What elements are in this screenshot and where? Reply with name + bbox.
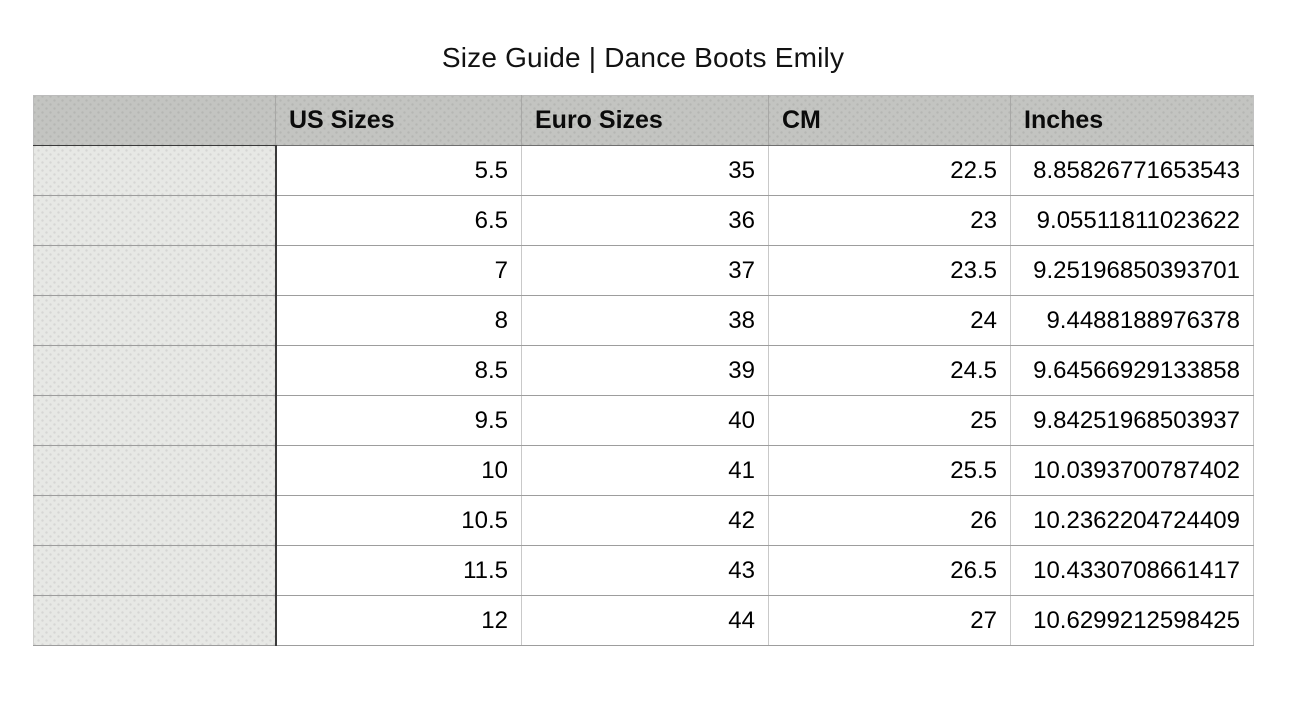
row-label-cell	[33, 445, 277, 496]
us-size-cell: 7	[275, 245, 522, 296]
euro-size-cell: 40	[521, 395, 769, 446]
us-size-cell: 10.5	[275, 495, 522, 546]
table-row: 10.5 42 26 10.2362204724409	[33, 495, 1254, 546]
cm-cell: 25	[768, 395, 1011, 446]
cm-cell: 26.5	[768, 545, 1011, 596]
euro-size-cell: 36	[521, 195, 769, 246]
inches-cell: 9.4488188976378	[1010, 295, 1254, 346]
inches-cell: 10.0393700787402	[1010, 445, 1254, 496]
inches-cell: 10.4330708661417	[1010, 545, 1254, 596]
euro-size-cell: 37	[521, 245, 769, 296]
cm-cell: 25.5	[768, 445, 1011, 496]
inches-cell: 9.05511811023622	[1010, 195, 1254, 246]
size-guide-table: US Sizes Euro Sizes CM Inches 5.5 35 22.…	[33, 95, 1254, 646]
inches-cell: 8.85826771653543	[1010, 145, 1254, 196]
table-row: 8.5 39 24.5 9.64566929133858	[33, 345, 1254, 396]
us-size-cell: 5.5	[275, 145, 522, 196]
euro-size-cell: 38	[521, 295, 769, 346]
row-label-cell	[33, 145, 277, 196]
corner-header-cell	[33, 95, 276, 146]
row-label-cell	[33, 545, 277, 596]
table-row: 9.5 40 25 9.84251968503937	[33, 395, 1254, 446]
euro-size-cell: 42	[521, 495, 769, 546]
table-row: 11.5 43 26.5 10.4330708661417	[33, 545, 1254, 596]
euro-size-cell: 43	[521, 545, 769, 596]
row-label-cell	[33, 345, 277, 396]
table-row: 8 38 24 9.4488188976378	[33, 295, 1254, 346]
inches-cell: 9.25196850393701	[1010, 245, 1254, 296]
header-row: US Sizes Euro Sizes CM Inches	[33, 95, 1254, 146]
euro-size-cell: 41	[521, 445, 769, 496]
row-label-cell	[33, 195, 277, 246]
column-header-us-sizes: US Sizes	[275, 95, 522, 146]
column-header-inches: Inches	[1010, 95, 1254, 146]
inches-cell: 10.6299212598425	[1010, 595, 1254, 646]
us-size-cell: 9.5	[275, 395, 522, 446]
inches-cell: 9.84251968503937	[1010, 395, 1254, 446]
cm-cell: 24.5	[768, 345, 1011, 396]
column-header-euro-sizes: Euro Sizes	[521, 95, 769, 146]
row-label-cell	[33, 245, 277, 296]
us-size-cell: 12	[275, 595, 522, 646]
cm-cell: 22.5	[768, 145, 1011, 196]
table-row: 5.5 35 22.5 8.85826771653543	[33, 145, 1254, 196]
cm-cell: 26	[768, 495, 1011, 546]
cm-cell: 24	[768, 295, 1011, 346]
euro-size-cell: 39	[521, 345, 769, 396]
inches-cell: 10.2362204724409	[1010, 495, 1254, 546]
euro-size-cell: 44	[521, 595, 769, 646]
row-label-cell	[33, 395, 277, 446]
cm-cell: 23.5	[768, 245, 1011, 296]
row-label-cell	[33, 295, 277, 346]
us-size-cell: 11.5	[275, 545, 522, 596]
row-label-cell	[33, 595, 277, 646]
us-size-cell: 10	[275, 445, 522, 496]
table-row: 12 44 27 10.6299212598425	[33, 595, 1254, 646]
cm-cell: 23	[768, 195, 1011, 246]
row-label-cell	[33, 495, 277, 546]
table-row: 7 37 23.5 9.25196850393701	[33, 245, 1254, 296]
table-row: 10 41 25.5 10.0393700787402	[33, 445, 1254, 496]
us-size-cell: 8.5	[275, 345, 522, 396]
inches-cell: 9.64566929133858	[1010, 345, 1254, 396]
us-size-cell: 8	[275, 295, 522, 346]
page-title: Size Guide | Dance Boots Emily	[441, 42, 845, 73]
euro-size-cell: 35	[521, 145, 769, 196]
cm-cell: 27	[768, 595, 1011, 646]
us-size-cell: 6.5	[275, 195, 522, 246]
column-header-cm: CM	[768, 95, 1011, 146]
table-row: 6.5 36 23 9.05511811023622	[33, 195, 1254, 246]
